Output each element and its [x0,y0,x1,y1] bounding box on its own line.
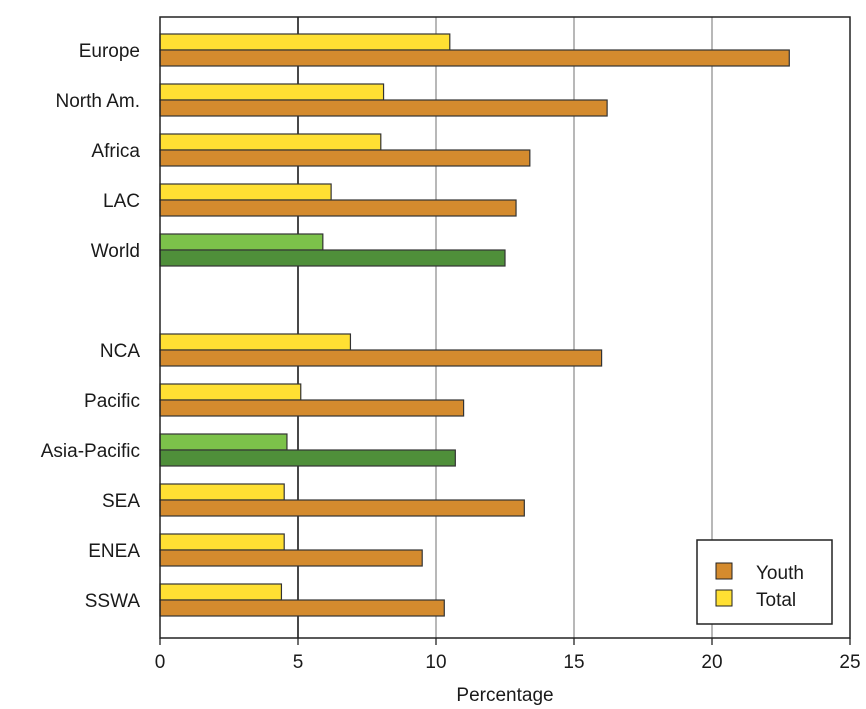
grid-lines [297,17,713,638]
legend-label-total: Total [756,590,796,611]
bar-total-africa [159,133,382,151]
category-label-nca: NCA [100,341,140,362]
bar-total-sswa [159,583,283,601]
x-axis-title: Percentage [456,685,553,706]
bar-youth-sea [159,499,525,517]
bar-total-europe [159,33,451,51]
bar-youth-lac [159,199,517,217]
plot-area-frame [159,16,851,639]
tick-label-5: 5 [293,652,304,673]
bar-total-north-am [159,83,385,101]
bar-total-enea [159,533,285,551]
bar-youth-world [159,249,506,267]
tick-label-0: 0 [155,652,166,673]
legend-label-youth: Youth [756,563,804,584]
legend-swatch-youth [715,562,733,580]
category-label-north-am: North Am. [56,91,140,112]
category-label-sswa: SSWA [85,591,141,612]
category-label-sea: SEA [102,491,140,512]
tick-label-10: 10 [425,652,446,673]
category-label-enea: ENEA [88,541,140,562]
bar-total-pacific [159,383,302,401]
category-label-asia-pacific: Asia-Pacific [41,441,140,462]
bar-youth-europe [159,49,790,67]
bars [159,33,790,617]
legend: Youth Total [696,539,833,625]
bar-youth-nca [159,349,603,367]
legend-box [696,539,833,625]
bar-total-lac [159,183,332,201]
tick-label-20: 20 [701,652,722,673]
tick-label-25: 25 [839,652,860,673]
bar-total-sea [159,483,285,501]
bar-youth-sswa [159,599,445,617]
legend-swatch-total [715,589,733,607]
tick-label-15: 15 [563,652,584,673]
category-label-pacific: Pacific [84,391,140,412]
bar-youth-pacific [159,399,465,417]
bar-total-asia-pacific [159,433,288,451]
bar-youth-enea [159,549,423,567]
category-labels: Europe North Am. Africa LAC World NCA Pacific A… [41,41,141,612]
x-axis-ticks: 0 5 10 15 20 25 [155,638,861,673]
bar-youth-north-am [159,99,608,117]
bar-total-world [159,233,324,251]
category-label-africa: Africa [91,141,140,162]
category-label-europe: Europe [79,41,140,62]
bar-youth-asia-pacific [159,449,456,467]
category-label-lac: LAC [103,191,140,212]
bar-total-nca [159,333,352,351]
bar-youth-africa [159,149,531,167]
category-label-world: World [91,241,140,262]
